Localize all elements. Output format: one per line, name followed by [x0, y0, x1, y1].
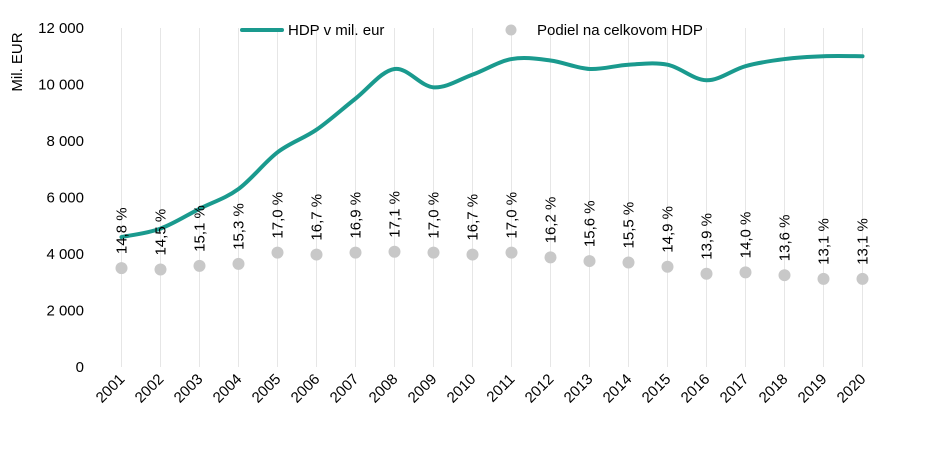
share-data-label: 17,1 %: [387, 191, 404, 238]
x-tick-label: 2013: [561, 371, 597, 407]
share-data-label: 14,8 %: [114, 207, 131, 254]
gdp-series-line: [119, 54, 865, 240]
share-data-label: 17,0 %: [426, 192, 443, 239]
share-point: [388, 245, 401, 258]
x-tick-label: 2020: [834, 371, 870, 407]
share-data-label: 13,1 %: [855, 218, 872, 265]
share-data-labels: 14,8 % 14,5 % 15,1 % 15,3 % 17,0 % 16,7 % 16,9…: [114, 191, 872, 265]
share-point: [856, 272, 869, 285]
share-data-label: 14,9 %: [660, 206, 677, 253]
share-point: [232, 257, 245, 270]
share-point: [310, 248, 323, 261]
y-tick-label: 2 000: [46, 303, 84, 320]
y-tick-label: 12 000: [38, 20, 84, 37]
share-point: [271, 246, 284, 259]
share-data-label: 16,7 %: [309, 194, 326, 241]
y-axis-ticks: 0 2 000 4 000 6 000 8 000 10 000 12 000: [38, 20, 84, 376]
x-tick-label: 2007: [327, 371, 363, 407]
x-tick-label: 2017: [717, 371, 753, 407]
x-tick-label: 2006: [288, 371, 324, 407]
share-data-label: 15,1 %: [192, 205, 209, 252]
x-tick-label: 2004: [210, 371, 246, 407]
share-point: [739, 266, 752, 279]
share-point: [544, 251, 557, 264]
share-series: [115, 245, 869, 285]
share-data-label: 15,5 %: [621, 202, 638, 249]
share-point: [700, 267, 713, 280]
x-tick-label: 2010: [444, 371, 480, 407]
x-axis-ticks: 2001 2002 2003 2004 2005 2006 2007 2008 2009 2010…: [93, 371, 870, 407]
share-point: [778, 269, 791, 282]
x-tick-label: 2018: [756, 371, 792, 407]
y-axis-label: Mil. EUR: [9, 32, 26, 91]
legend-label-share: Podiel na celkovom HDP: [537, 22, 703, 39]
share-point: [583, 255, 596, 268]
x-tick-label: 2015: [639, 371, 675, 407]
share-data-label: 15,6 %: [582, 200, 599, 247]
share-point: [817, 272, 830, 285]
share-data-label: 16,7 %: [465, 194, 482, 241]
x-tick-label: 2003: [171, 371, 207, 407]
share-data-label: 16,9 %: [348, 192, 365, 239]
share-point: [427, 246, 440, 259]
share-data-label: 15,3 %: [231, 203, 248, 250]
share-data-label: 13,6 %: [777, 214, 794, 261]
share-point: [193, 259, 206, 272]
legend: HDP v mil. eur Podiel na celkovom HDP: [240, 22, 703, 39]
share-point: [622, 256, 635, 269]
x-tick-label: 2019: [795, 371, 831, 407]
share-data-label: 17,0 %: [504, 192, 521, 239]
y-tick-label: 4 000: [46, 246, 84, 263]
share-point: [661, 260, 674, 273]
share-point: [154, 263, 167, 276]
x-tick-label: 2008: [366, 371, 402, 407]
y-tick-label: 6 000: [46, 190, 84, 207]
share-data-label: 13,1 %: [816, 218, 833, 265]
x-tick-label: 2012: [522, 371, 558, 407]
gridlines: [121, 28, 863, 367]
share-data-label: 16,2 %: [543, 197, 560, 244]
share-data-label: 17,0 %: [270, 192, 287, 239]
share-data-label: 14,0 %: [738, 212, 755, 259]
x-tick-label: 2001: [93, 371, 129, 407]
share-data-label: 14,5 %: [153, 209, 170, 256]
x-tick-label: 2005: [249, 371, 285, 407]
x-tick-label: 2016: [678, 371, 714, 407]
legend-label-gdp: HDP v mil. eur: [288, 22, 384, 39]
share-point: [115, 262, 128, 275]
share-point: [349, 246, 362, 259]
legend-dot-swatch: [505, 24, 517, 36]
x-tick-label: 2009: [405, 371, 441, 407]
y-tick-label: 0: [76, 359, 84, 376]
share-point: [466, 248, 479, 261]
x-tick-label: 2011: [483, 371, 518, 406]
share-point: [505, 246, 518, 259]
x-tick-label: 2002: [132, 371, 168, 407]
y-tick-label: 8 000: [46, 133, 84, 150]
x-tick-label: 2014: [600, 371, 636, 407]
share-data-label: 13,9 %: [699, 213, 716, 260]
y-tick-label: 10 000: [38, 77, 84, 94]
